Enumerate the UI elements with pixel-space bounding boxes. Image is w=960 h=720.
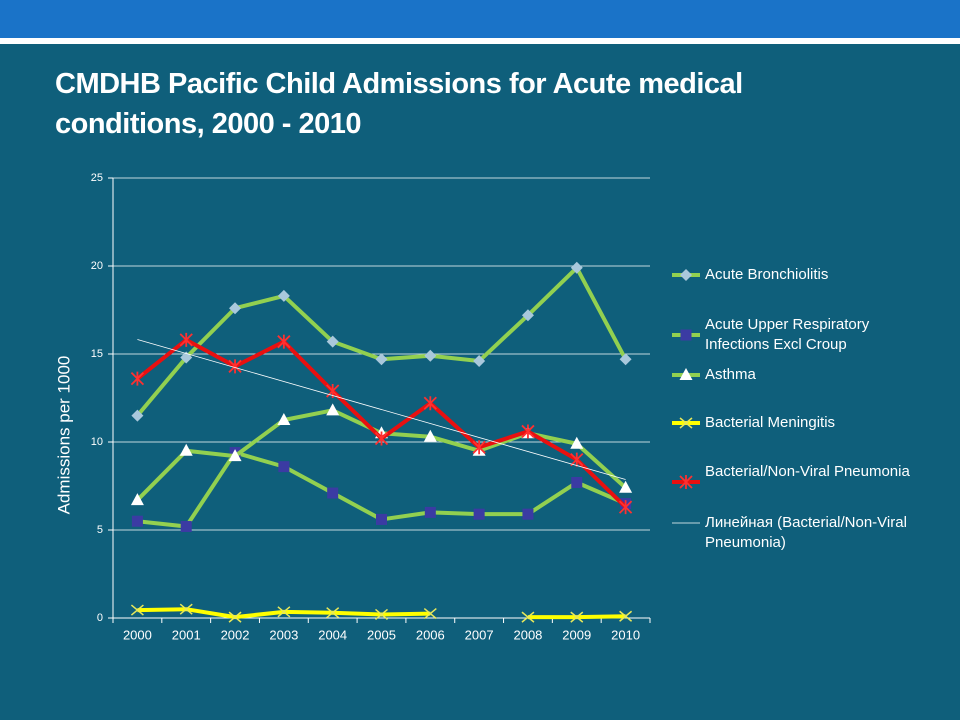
marker (179, 443, 193, 456)
marker (278, 461, 290, 473)
marker (571, 476, 583, 488)
x-tick-label: 2002 (221, 627, 250, 642)
marker (326, 403, 340, 416)
marker (570, 261, 583, 274)
marker (521, 309, 534, 322)
marker (277, 606, 291, 618)
top-stripe (0, 38, 960, 44)
x-tick-label: 2006 (416, 627, 445, 642)
marker (375, 353, 388, 366)
x-tick-label: 2005 (367, 627, 396, 642)
y-tick-label: 5 (97, 524, 103, 536)
marker (473, 355, 486, 368)
legend-label: Acute Bronchiolitis (705, 266, 829, 283)
trend-line (137, 339, 626, 480)
marker (130, 493, 144, 506)
y-tick-label: 10 (91, 436, 103, 448)
marker (424, 506, 436, 518)
marker (179, 603, 193, 615)
marker (423, 429, 437, 442)
marker (327, 487, 339, 499)
marker (277, 413, 291, 425)
x-tick-label: 2003 (269, 627, 298, 642)
marker (374, 431, 389, 446)
marker (679, 417, 693, 429)
legend-label: Bacterial/Non-Viral Pneumonia (705, 463, 910, 480)
marker (375, 608, 388, 621)
marker (679, 368, 693, 380)
chart-title: CMDHB Pacific Child Admissions for Acute… (55, 68, 743, 140)
legend-label: Asthma (705, 366, 756, 383)
marker (277, 289, 290, 302)
marker (521, 424, 535, 439)
marker (228, 449, 242, 462)
marker (277, 334, 291, 349)
marker (131, 515, 143, 527)
y-tick-label: 20 (91, 260, 103, 272)
x-tick-label: 2009 (562, 627, 591, 642)
legend-label: Bacterial Meningitis (705, 414, 836, 431)
marker (180, 520, 192, 532)
x-tick-label: 2007 (465, 627, 494, 642)
marker (131, 409, 144, 422)
marker (228, 359, 242, 374)
x-tick-label: 2001 (172, 627, 201, 642)
marker (619, 353, 632, 366)
marker (570, 436, 584, 449)
marker (618, 500, 633, 515)
legend-label: Линейная (Bacterial/Non-Viral Pneumonia) (705, 514, 907, 551)
y-tick-label: 0 (97, 612, 103, 624)
y-axis-label: Admissions per 1000 (54, 356, 73, 515)
marker (130, 604, 144, 616)
marker (521, 611, 535, 623)
marker (229, 302, 242, 315)
legend-label: Acute Upper Respiratory Infections Excl … (705, 316, 870, 353)
marker (619, 610, 633, 622)
x-tick-label: 2000 (123, 627, 152, 642)
marker (570, 611, 584, 623)
marker (570, 452, 584, 467)
x-tick-label: 2010 (611, 627, 640, 642)
marker (228, 611, 242, 623)
marker (423, 608, 437, 620)
y-tick-label: 25 (91, 172, 103, 184)
marker (619, 480, 633, 493)
x-tick-label: 2008 (513, 627, 542, 642)
marker (423, 396, 437, 411)
series-line (135, 265, 628, 417)
marker (472, 440, 486, 455)
y-tick-label: 15 (91, 348, 103, 360)
marker (522, 508, 534, 520)
marker (326, 607, 340, 619)
top-bar (0, 0, 960, 38)
x-tick-label: 2004 (318, 627, 347, 642)
marker (679, 475, 693, 489)
marker (473, 508, 485, 520)
marker (130, 371, 145, 386)
marker (680, 329, 692, 341)
marker (424, 349, 437, 362)
marker (326, 335, 339, 348)
marker (179, 332, 193, 347)
marker (680, 269, 692, 281)
marker (376, 513, 387, 525)
